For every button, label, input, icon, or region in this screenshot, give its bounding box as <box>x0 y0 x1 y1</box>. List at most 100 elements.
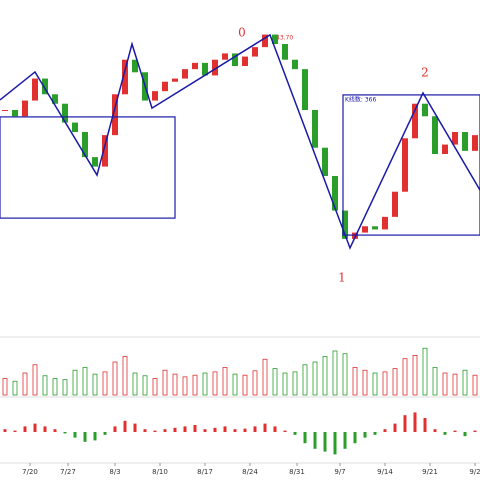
volume-bar <box>12 380 18 396</box>
candle <box>172 78 178 82</box>
candle <box>262 34 268 48</box>
macd-bar <box>313 432 317 449</box>
macd-bar <box>443 432 447 435</box>
wave-label: 2 <box>421 66 429 80</box>
volume-bar <box>142 375 148 396</box>
x-tick-label: 8/17 <box>197 468 213 476</box>
volume-bar <box>302 364 308 396</box>
x-tick-label: 8/24 <box>242 468 258 476</box>
candle <box>472 135 478 151</box>
volume-bar <box>292 371 298 396</box>
macd-bar <box>383 429 387 432</box>
volume-bar <box>392 368 398 396</box>
macd-bar <box>293 432 297 435</box>
candle <box>102 135 108 167</box>
macd-bar <box>433 429 437 432</box>
macd-bar <box>323 432 327 452</box>
volume-bar <box>242 374 248 396</box>
macd-bar <box>193 425 197 432</box>
macd-bar <box>283 430 287 432</box>
candle <box>12 110 18 117</box>
candle <box>332 176 338 211</box>
volume-bar <box>442 372 448 396</box>
macd-bar <box>213 427 217 432</box>
candle <box>342 210 348 239</box>
volume-bar <box>342 353 348 396</box>
macd-bar <box>403 415 407 432</box>
x-tick-label: 9/21 <box>422 468 438 476</box>
volume-bar <box>452 373 458 396</box>
candle <box>2 110 8 111</box>
volume-bar <box>202 372 208 396</box>
wave-label: 1 <box>338 271 346 285</box>
candle <box>272 34 278 44</box>
volume-bar <box>372 372 378 396</box>
x-tick-label: 8/3 <box>109 468 120 476</box>
volume-bar <box>112 361 118 396</box>
macd-bar <box>273 426 277 432</box>
macd-bar <box>113 426 117 432</box>
candle <box>52 94 58 104</box>
x-tick-label: 8/10 <box>152 468 168 476</box>
macd-bar <box>103 432 107 435</box>
volume-bar <box>92 373 98 396</box>
volume-bar <box>472 374 478 396</box>
volume-bar <box>362 369 368 396</box>
macd-bar <box>143 429 147 432</box>
candle <box>222 53 228 60</box>
candle <box>372 226 378 230</box>
candle <box>402 138 408 192</box>
x-tick-label: 9/14 <box>377 468 393 476</box>
macd-bar <box>233 429 237 432</box>
x-tick-label: 8/31 <box>289 468 305 476</box>
volume-bar <box>322 356 328 396</box>
macd-bar <box>263 423 267 432</box>
candle <box>392 191 398 217</box>
volume-bar <box>82 367 88 396</box>
candle <box>422 103 428 117</box>
wave-label: 0 <box>238 26 246 40</box>
macd-bar <box>343 432 347 449</box>
candle <box>362 226 368 233</box>
volume-bar <box>282 372 288 396</box>
candle <box>72 122 78 132</box>
candle <box>162 81 168 92</box>
candle <box>62 103 68 123</box>
volume-bar <box>102 371 108 396</box>
candle <box>252 47 258 57</box>
candle <box>452 132 458 145</box>
volume-bar <box>352 367 358 396</box>
candle <box>42 78 48 95</box>
candle <box>82 132 88 158</box>
macd-bar <box>173 427 177 432</box>
macd-bar <box>453 430 457 432</box>
macd-bar <box>133 423 137 432</box>
macd-bar <box>393 423 397 432</box>
candle <box>32 78 38 101</box>
candle <box>292 59 298 70</box>
candle <box>22 100 28 117</box>
volume-bar <box>232 373 238 396</box>
volume-bar <box>422 347 428 396</box>
candle <box>122 59 128 95</box>
range-box <box>342 94 480 236</box>
volume-bar <box>2 378 8 396</box>
volume-bar <box>152 378 158 396</box>
volume-bar <box>212 371 218 396</box>
volume-bar <box>432 367 438 396</box>
macd-bar <box>463 432 467 437</box>
volume-bar <box>22 372 28 396</box>
candle <box>282 44 288 60</box>
macd-bar <box>413 412 417 432</box>
candle <box>302 69 308 110</box>
macd-bar <box>43 426 47 432</box>
macd-bar <box>353 432 357 444</box>
candle <box>152 91 158 101</box>
volume-bar <box>132 372 138 396</box>
volume-bar <box>32 364 38 396</box>
volume-bar <box>382 371 388 396</box>
volume-bar <box>222 367 228 396</box>
candle <box>432 116 438 154</box>
volume-bar <box>412 354 418 396</box>
volume-bar <box>172 373 178 396</box>
